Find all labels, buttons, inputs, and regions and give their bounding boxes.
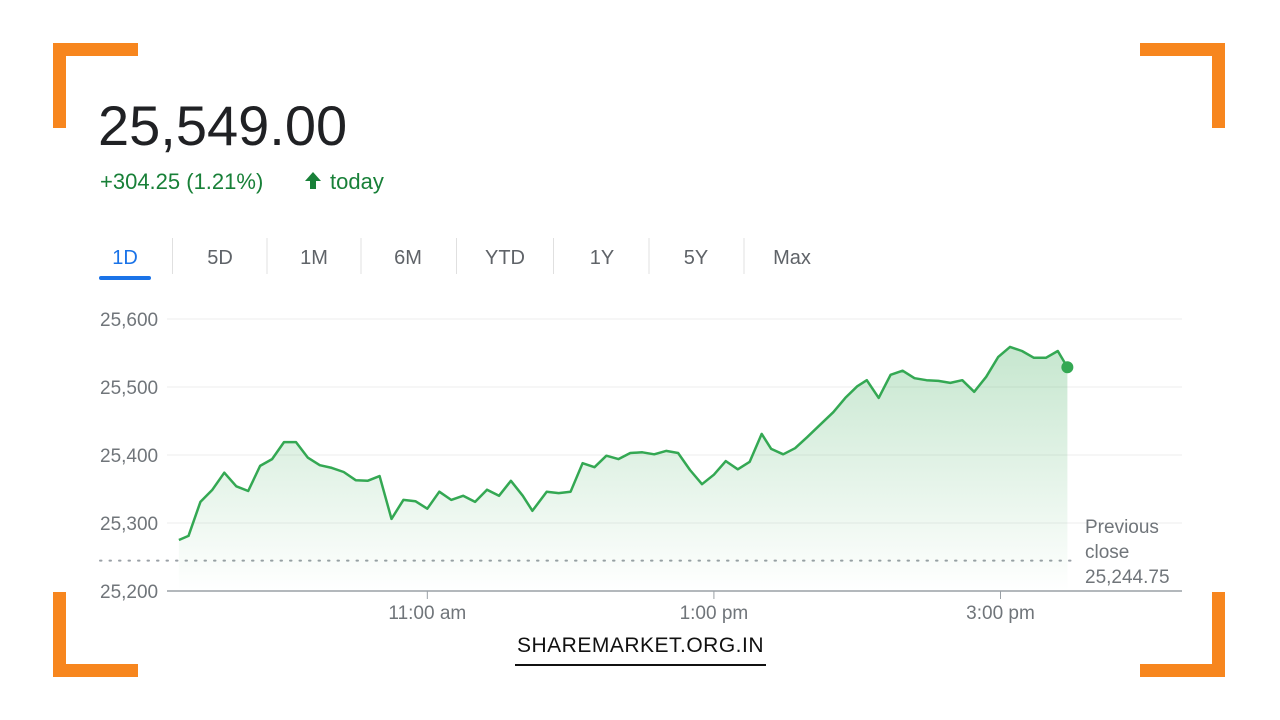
tab[interactable]: YTD xyxy=(485,247,525,269)
y-tick-label: 25,500 xyxy=(100,378,158,399)
tabs: 1D 5D 1M 6M YTD 1Y 5Y Max xyxy=(99,238,811,280)
chart: 25,200 25,300 25,400 25,500 25,600 11:00 am 1:… xyxy=(99,310,1182,624)
x-tick-label: 1:00 pm xyxy=(680,603,749,624)
tab[interactable]: 1M xyxy=(300,247,328,269)
x-tick-label: 3:00 pm xyxy=(966,603,1035,624)
previous-close: Previous close 25,244.75 xyxy=(1085,515,1180,590)
active-tab-indicator xyxy=(99,276,151,280)
period: today xyxy=(330,169,384,194)
change: +304.25 (1.21%) xyxy=(100,169,263,194)
y-tick-label: 25,400 xyxy=(100,446,158,467)
up-arrow xyxy=(305,172,321,189)
last-point xyxy=(1061,361,1074,374)
price: 25,549.00 xyxy=(98,94,347,157)
y-tick-label: 25,200 xyxy=(100,582,158,603)
site-name: SHAREMARKET.ORG.IN xyxy=(515,634,766,666)
tab[interactable]: 5Y xyxy=(684,247,708,269)
area xyxy=(178,346,1068,591)
previous-close-value: 25,244.75 xyxy=(1085,567,1170,588)
y-tick-label: 25,600 xyxy=(100,310,158,331)
tab[interactable]: Max xyxy=(773,247,811,269)
y-tick-label: 25,300 xyxy=(100,514,158,535)
tab[interactable]: 1D xyxy=(112,247,138,269)
price-line xyxy=(178,345,1069,542)
tab[interactable]: 5D xyxy=(207,247,233,269)
tab[interactable]: 1Y xyxy=(590,247,614,269)
tab[interactable]: 6M xyxy=(394,247,422,269)
x-tick-label: 11:00 am xyxy=(388,603,466,624)
corner-brackets xyxy=(53,43,1225,677)
previous-close-label: Previous close xyxy=(1085,517,1159,563)
